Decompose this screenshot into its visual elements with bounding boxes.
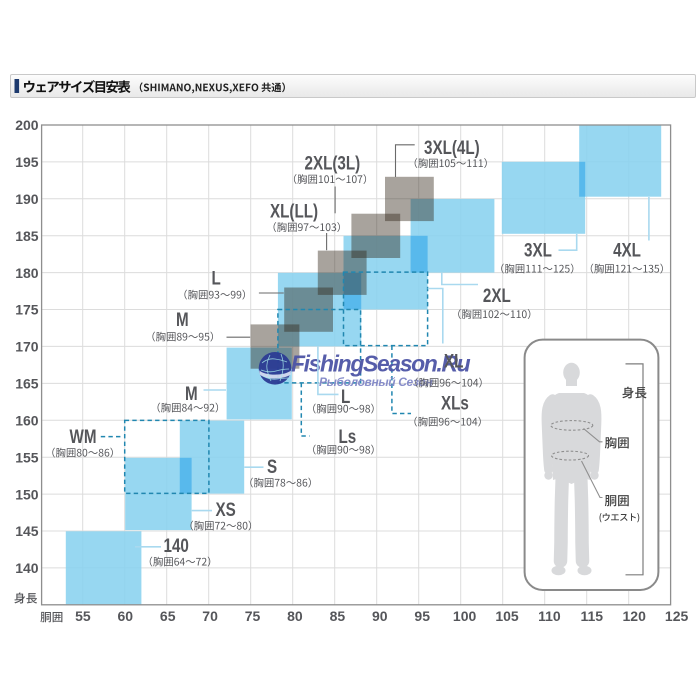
svg-text:200: 200	[15, 117, 39, 133]
svg-text:XL(LL): XL(LL)	[270, 200, 318, 222]
svg-text:Рыболовный Сезон: Рыболовный Сезон	[319, 375, 433, 389]
svg-text:190: 190	[15, 191, 39, 207]
svg-text:185: 185	[15, 228, 39, 244]
svg-text:WM: WM	[70, 425, 97, 447]
svg-text:60: 60	[118, 608, 134, 624]
svg-text:100: 100	[453, 608, 477, 624]
svg-text:125: 125	[665, 608, 689, 624]
svg-text:145: 145	[15, 523, 39, 539]
svg-text:L: L	[212, 267, 221, 289]
svg-text:XS: XS	[216, 498, 236, 520]
svg-text:Ls: Ls	[339, 425, 357, 447]
svg-text:140: 140	[164, 534, 189, 556]
svg-text:170: 170	[15, 339, 39, 355]
svg-text:3XL: 3XL	[524, 239, 552, 261]
svg-text:3XL(4L): 3XL(4L)	[424, 136, 480, 158]
svg-text:110: 110	[538, 608, 561, 624]
svg-text:M: M	[176, 308, 189, 330]
svg-text:90: 90	[372, 608, 388, 624]
svg-text:FishingSeason.Ru: FishingSeason.Ru	[291, 351, 471, 377]
svg-text:175: 175	[15, 302, 39, 318]
svg-text:2XL: 2XL	[483, 284, 511, 306]
svg-text:70: 70	[202, 608, 218, 624]
svg-text:95: 95	[414, 608, 430, 624]
svg-text:80: 80	[287, 608, 303, 624]
svg-text:S: S	[267, 455, 277, 477]
svg-text:160: 160	[15, 413, 39, 429]
svg-text:XL: XL	[444, 350, 463, 372]
svg-text:120: 120	[623, 608, 647, 624]
svg-text:105: 105	[495, 608, 519, 624]
svg-text:65: 65	[160, 608, 176, 624]
svg-text:85: 85	[330, 608, 346, 624]
svg-text:180: 180	[15, 265, 39, 281]
svg-text:75: 75	[245, 608, 261, 624]
svg-text:155: 155	[15, 449, 39, 465]
svg-text:4XL: 4XL	[613, 239, 641, 261]
svg-text:195: 195	[15, 154, 39, 170]
svg-text:2XL(3L): 2XL(3L)	[305, 152, 361, 174]
svg-text:L: L	[341, 385, 350, 407]
svg-text:140: 140	[15, 560, 39, 576]
svg-text:M: M	[185, 382, 198, 404]
svg-text:55: 55	[75, 608, 91, 624]
svg-text:150: 150	[15, 486, 39, 502]
svg-text:165: 165	[15, 376, 39, 392]
svg-text:115: 115	[581, 608, 604, 624]
svg-text:XLs: XLs	[441, 392, 469, 414]
